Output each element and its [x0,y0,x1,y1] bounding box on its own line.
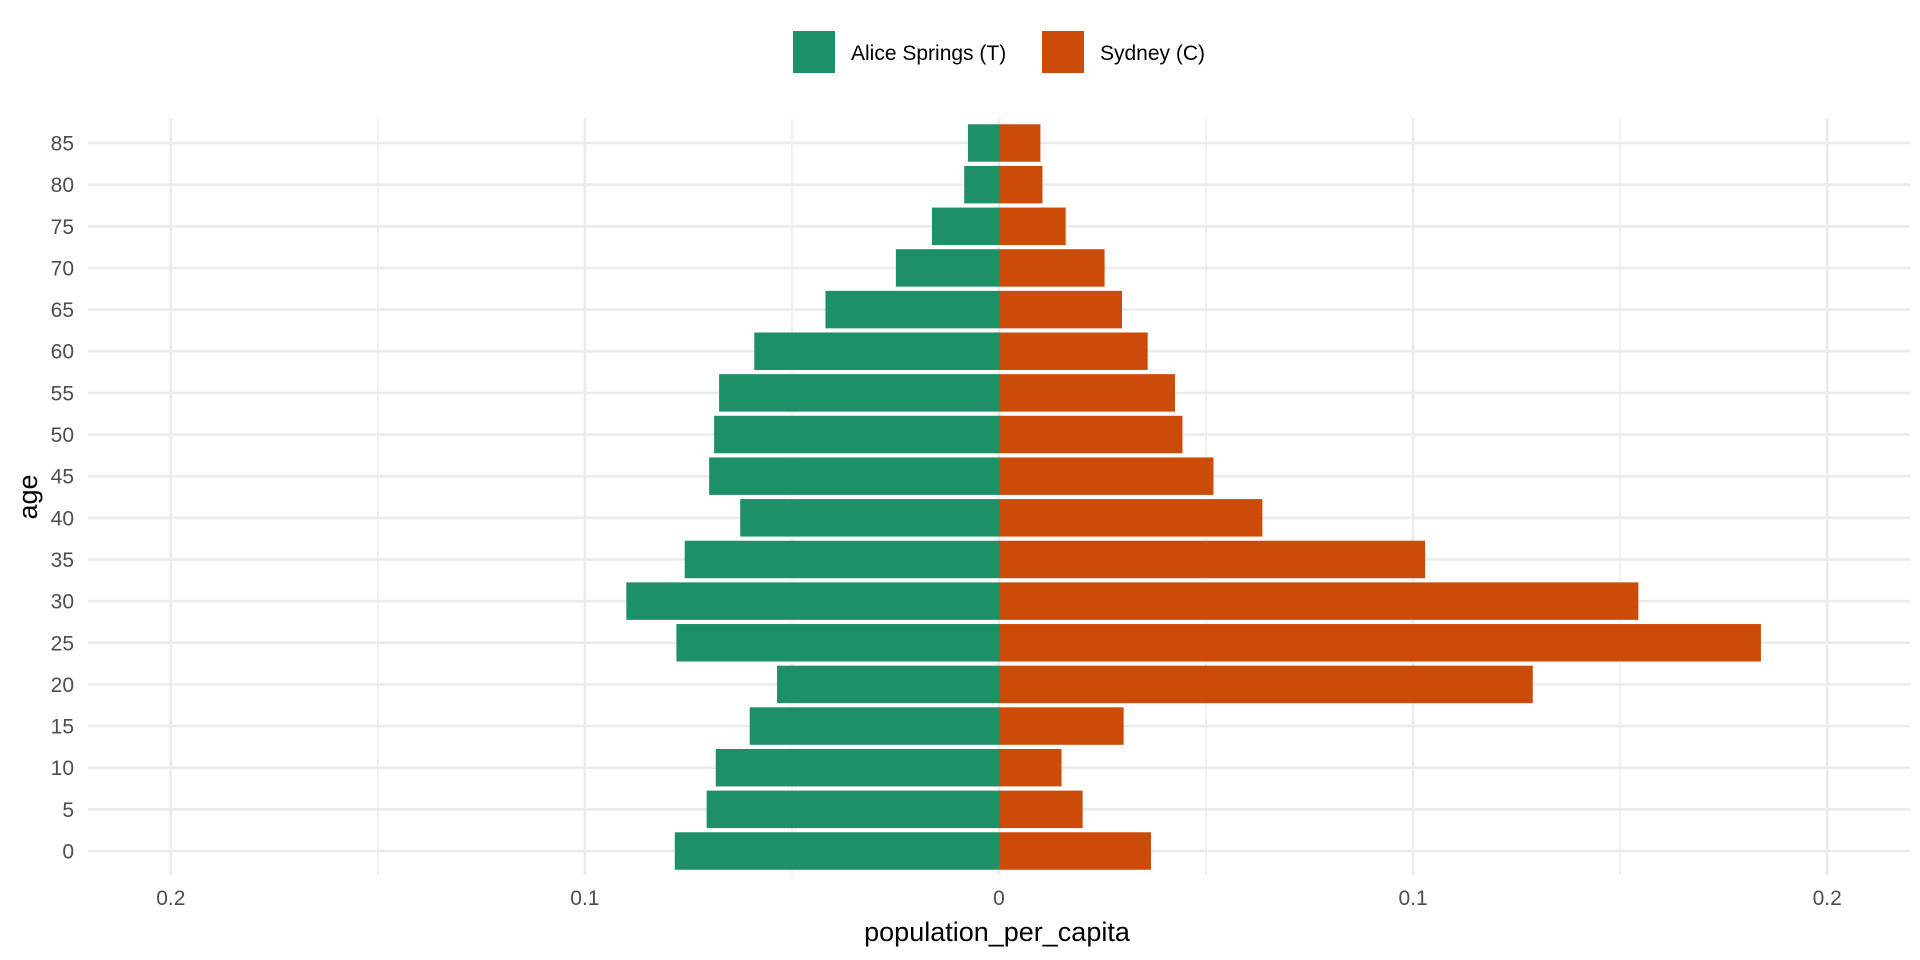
x-tick-label: 0.1 [570,887,599,910]
bar-sydney-age-35 [999,540,1426,579]
bar-alice-springs-age-55 [719,374,999,412]
bar-sydney-age-30 [999,582,1639,620]
x-axis-title: population_per_capita [864,917,1131,947]
bar-alice-springs-age-60 [754,332,999,370]
bar-sydney-age-55 [999,374,1175,412]
y-tick-label: 55 [51,382,74,405]
bar-sydney-age-85 [999,124,1041,162]
y-tick-label: 30 [51,591,74,614]
y-axis-tick-labels: 0 5 10 15 20 25 30 35 40 45 50 55 60 65 70 75 80 85 [51,133,74,864]
legend-label-sydney: Sydney (C) [1100,42,1205,65]
y-tick-label: 70 [51,257,74,280]
bar-alice-springs-age-50 [714,415,999,454]
x-axis-tick-labels: 0.2 0.1 0 0.1 0.2 [156,887,1842,910]
x-tick-label: 0.2 [156,887,185,910]
bar-alice-springs-age-25 [676,624,999,662]
bar-sydney-age-40 [999,499,1263,537]
y-tick-label: 0 [62,841,74,864]
y-tick-label: 75 [51,216,74,239]
bar-alice-springs-age-0 [674,832,999,870]
bar-alice-springs-age-35 [684,540,999,579]
bar-alice-springs-age-5 [706,790,999,829]
bar-alice-springs-age-30 [626,582,999,620]
bar-alice-springs-age-80 [964,165,999,204]
x-tick-label: 0.2 [1813,887,1842,910]
y-tick-label: 50 [51,424,74,447]
bar-alice-springs-age-10 [715,748,999,787]
bar-sydney-age-0 [999,832,1151,870]
bars [626,124,1761,870]
bar-sydney-age-80 [999,165,1043,204]
legend-label-alice-springs: Alice Springs (T) [851,42,1006,65]
bar-alice-springs-age-20 [777,665,999,704]
y-tick-label: 10 [51,757,74,780]
bar-alice-springs-age-70 [895,249,999,287]
legend-key-sydney [1042,31,1084,73]
x-tick-label: 0.1 [1398,887,1427,910]
bar-sydney-age-75 [999,207,1066,246]
bar-alice-springs-age-75 [931,207,999,246]
y-tick-label: 80 [51,174,74,197]
y-tick-label: 85 [51,133,74,156]
bar-sydney-age-60 [999,332,1148,370]
bar-sydney-age-5 [999,790,1083,829]
y-tick-label: 20 [51,674,74,697]
y-tick-label: 5 [62,799,74,822]
bar-sydney-age-50 [999,415,1183,454]
y-tick-label: 65 [51,299,74,322]
bar-sydney-age-20 [999,665,1533,704]
bar-sydney-age-45 [999,457,1214,495]
legend-key-alice-springs [793,31,835,73]
bar-sydney-age-15 [999,707,1124,745]
bar-alice-springs-age-45 [709,457,999,495]
bar-alice-springs-age-40 [740,499,999,537]
y-tick-label: 40 [51,507,74,530]
bar-alice-springs-age-65 [825,290,999,329]
y-tick-label: 60 [51,341,74,364]
bar-sydney-age-65 [999,290,1122,329]
bar-sydney-age-70 [999,249,1105,287]
y-tick-label: 15 [51,716,74,739]
bar-sydney-age-10 [999,748,1062,787]
y-axis-title: age [13,474,43,519]
bar-alice-springs-age-15 [749,707,999,745]
y-tick-label: 25 [51,632,74,655]
y-tick-label: 35 [51,549,74,572]
x-tick-label: 0 [993,887,1005,910]
y-tick-label: 45 [51,466,74,489]
bar-alice-springs-age-85 [967,124,999,162]
legend: Alice Springs (T) Sydney (C) [793,31,1205,73]
bar-sydney-age-25 [999,624,1761,662]
